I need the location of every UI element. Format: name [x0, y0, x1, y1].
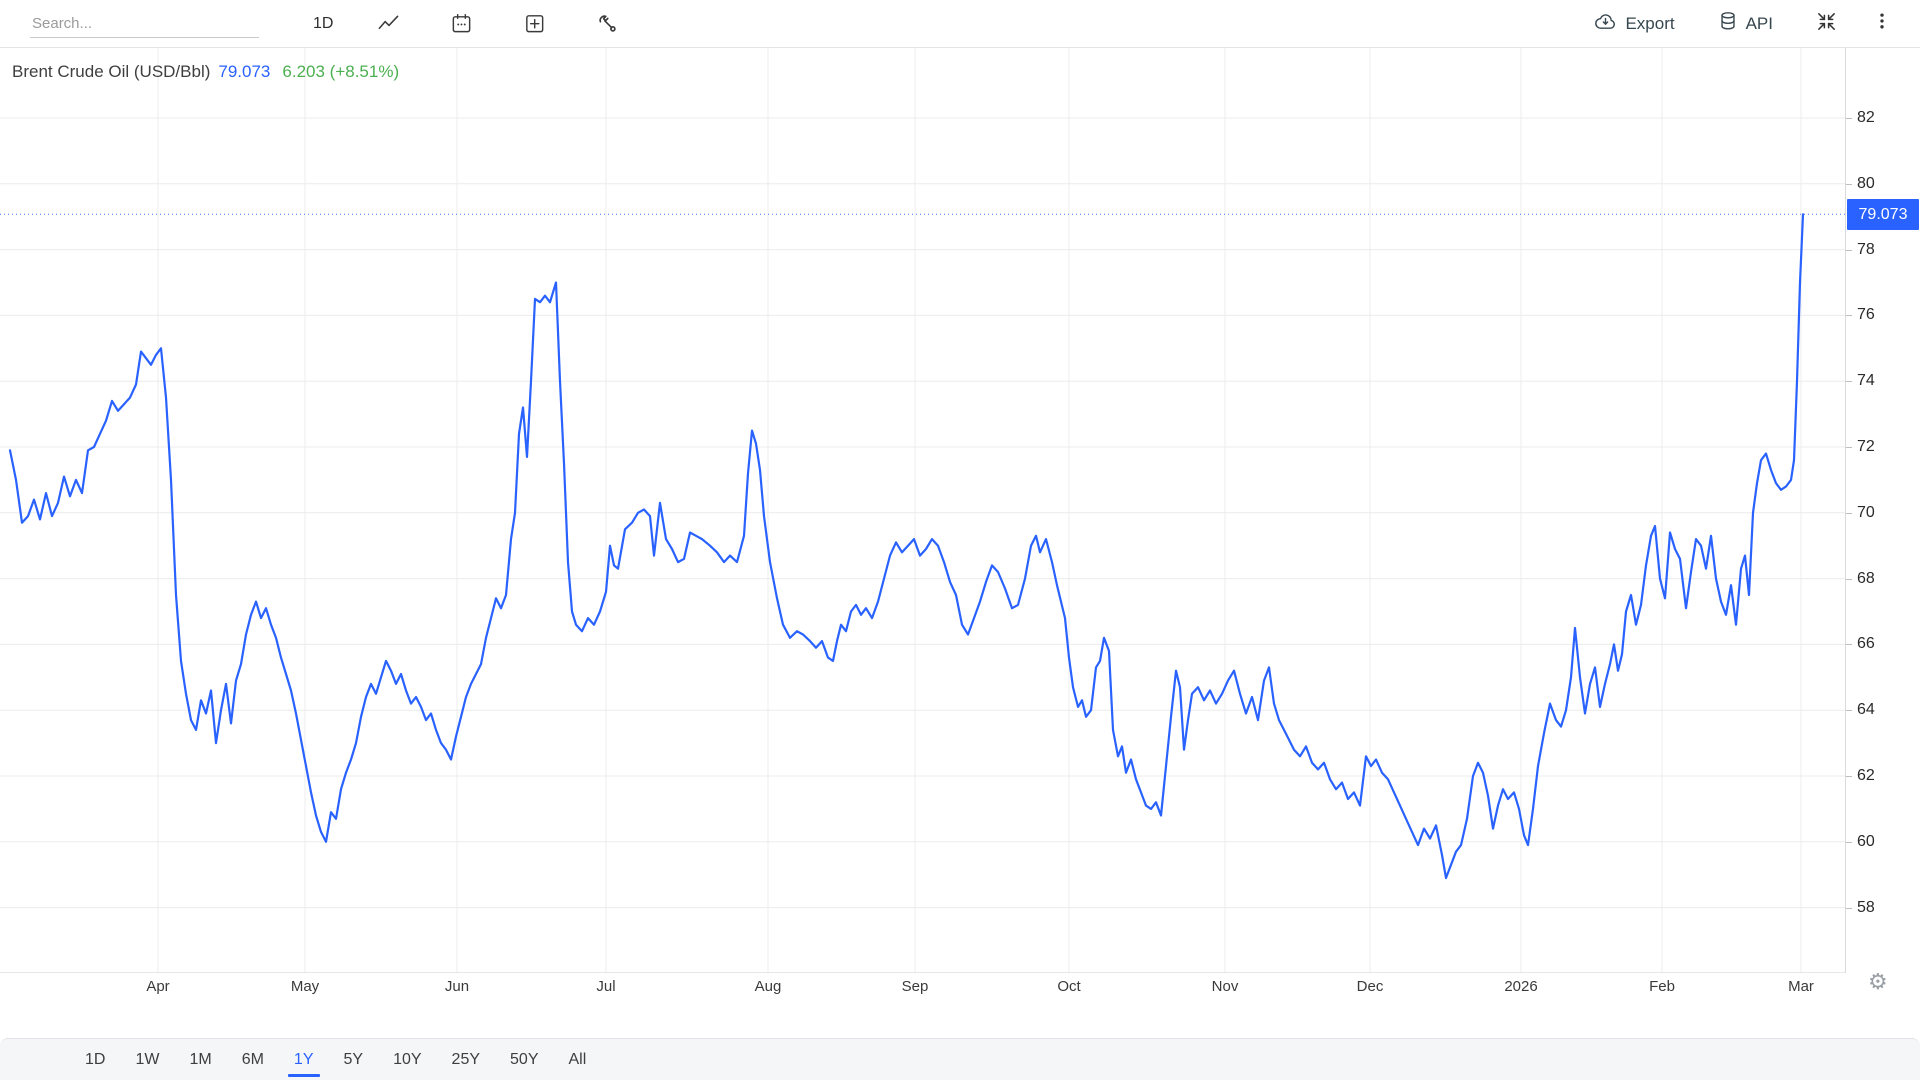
cloud-download-icon: [1593, 10, 1618, 37]
range-button-50y[interactable]: 50Y: [495, 1039, 553, 1080]
search-input[interactable]: [30, 9, 259, 38]
y-axis-label-68: 68: [1846, 568, 1920, 590]
plus-square-icon: [523, 12, 546, 35]
y-axis-label-74: 74: [1846, 370, 1920, 392]
y-axis-label-70: 70: [1846, 502, 1920, 524]
more-menu-button[interactable]: [1868, 6, 1896, 41]
toolbar-right-group: Export API: [1589, 6, 1920, 42]
y-axis-label-80: 80: [1846, 173, 1920, 195]
calendar-icon: [450, 12, 473, 35]
range-button-1d[interactable]: 1D: [70, 1039, 120, 1080]
x-axis-label-jul: Jul: [596, 978, 616, 995]
database-icon: [1717, 10, 1739, 37]
range-button-25y[interactable]: 25Y: [437, 1039, 495, 1080]
range-bar: 1D 1W 1M 6M 1Y 5Y 10Y 25Y 50Y All: [0, 1038, 1920, 1080]
x-axis-label-mar: Mar: [1788, 978, 1814, 995]
api-button[interactable]: API: [1713, 6, 1777, 41]
x-axis-label-jun: Jun: [444, 978, 470, 995]
api-label: API: [1745, 13, 1773, 33]
line-chart-icon: [377, 12, 400, 35]
instrument-title: Brent Crude Oil (USD/Bbl): [12, 62, 211, 81]
calendar-button[interactable]: [446, 8, 477, 39]
x-axis-label-nov: Nov: [1211, 978, 1239, 995]
range-button-1m[interactable]: 1M: [174, 1039, 226, 1080]
y-axis-label-72: 72: [1846, 436, 1920, 458]
price-axis[interactable]: 82 80 78 76 74 72 70 68 66 64 62 60 58 79.073: [1845, 48, 1920, 973]
x-axis-labels: Apr May Jun Jul Aug Sep Oct Nov Dec 2026 Feb Mar: [0, 978, 1845, 1000]
collapse-button[interactable]: [1811, 6, 1842, 42]
x-axis-label-feb: Feb: [1649, 978, 1675, 995]
range-button-1w[interactable]: 1W: [120, 1039, 174, 1080]
range-button-1y[interactable]: 1Y: [279, 1039, 329, 1080]
y-axis-label-60: 60: [1846, 831, 1920, 853]
top-toolbar: 1D: [0, 0, 1920, 48]
chart-type-button[interactable]: [373, 8, 404, 39]
x-axis-label-may: May: [290, 978, 320, 995]
y-axis-label-78: 78: [1846, 239, 1920, 261]
y-axis-label-62: 62: [1846, 765, 1920, 787]
x-axis-label-sep: Sep: [901, 978, 929, 995]
export-label: Export: [1625, 13, 1675, 33]
add-panel-button[interactable]: [519, 8, 550, 39]
range-button-all[interactable]: All: [553, 1039, 601, 1080]
range-button-10y[interactable]: 10Y: [378, 1039, 436, 1080]
range-button-6m[interactable]: 6M: [227, 1039, 279, 1080]
export-button[interactable]: Export: [1589, 6, 1678, 41]
range-button-5y[interactable]: 5Y: [329, 1039, 379, 1080]
x-axis-label-aug: Aug: [754, 978, 782, 995]
y-axis-label-76: 76: [1846, 304, 1920, 326]
x-axis-label-2026: 2026: [1504, 978, 1538, 995]
price-chart[interactable]: [0, 48, 1845, 973]
chart-canvas: [0, 48, 1845, 973]
interval-dropdown[interactable]: 1D: [309, 11, 337, 37]
y-axis-label-64: 64: [1846, 699, 1920, 721]
kebab-menu-icon: [1872, 10, 1892, 37]
x-axis-label-dec: Dec: [1356, 978, 1384, 995]
settings-gear-icon[interactable]: ⚙: [1868, 969, 1888, 994]
last-price: 79.073: [218, 62, 271, 81]
collapse-icon: [1815, 10, 1838, 38]
x-axis-label-apr: Apr: [146, 978, 170, 995]
y-axis-label-58: 58: [1846, 897, 1920, 919]
y-axis-label-66: 66: [1846, 633, 1920, 655]
wrench-icon: [596, 12, 619, 35]
tools-button[interactable]: [592, 8, 623, 39]
price-change: 6.203 (+8.51%): [282, 62, 400, 81]
chart-legend: Brent Crude Oil (USD/Bbl) 79.073 6.203 (+8…: [12, 62, 399, 82]
y-axis-label-82: 82: [1846, 107, 1920, 129]
current-price-label: 79.073: [1847, 199, 1919, 230]
x-axis-label-oct: Oct: [1057, 978, 1081, 995]
